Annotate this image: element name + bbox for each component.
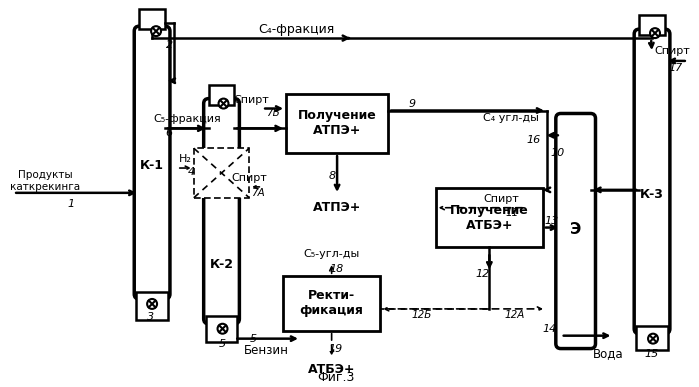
Text: С₄ угл-ды: С₄ угл-ды bbox=[483, 113, 539, 123]
Circle shape bbox=[151, 26, 161, 36]
FancyBboxPatch shape bbox=[203, 99, 239, 324]
Text: 15: 15 bbox=[645, 349, 659, 358]
Circle shape bbox=[147, 299, 157, 309]
Text: 12: 12 bbox=[475, 269, 489, 279]
Text: 5: 5 bbox=[219, 339, 226, 349]
Bar bbox=[636, 326, 668, 349]
Text: 14: 14 bbox=[542, 324, 557, 334]
Bar bbox=[639, 15, 665, 35]
Text: 10: 10 bbox=[551, 148, 565, 158]
Text: Спирт: Спирт bbox=[484, 194, 519, 204]
Text: 8: 8 bbox=[329, 171, 336, 181]
Text: 7А: 7А bbox=[252, 188, 265, 198]
Circle shape bbox=[217, 324, 227, 334]
Circle shape bbox=[648, 334, 658, 344]
Bar bbox=[206, 316, 238, 342]
Text: С₅-фракция: С₅-фракция bbox=[153, 115, 221, 125]
Circle shape bbox=[650, 28, 660, 38]
Text: К-2: К-2 bbox=[210, 258, 233, 271]
Text: 12Б: 12Б bbox=[412, 310, 432, 320]
Bar bbox=[435, 188, 543, 247]
Text: Ректи-
фикация: Ректи- фикация bbox=[300, 289, 363, 317]
Text: 12А: 12А bbox=[505, 310, 526, 320]
FancyBboxPatch shape bbox=[556, 113, 596, 349]
Text: 11: 11 bbox=[505, 208, 519, 217]
Text: 4: 4 bbox=[188, 167, 195, 177]
Text: К-1: К-1 bbox=[140, 159, 164, 171]
Text: 3: 3 bbox=[147, 312, 154, 322]
Text: H₂: H₂ bbox=[178, 154, 192, 164]
FancyBboxPatch shape bbox=[134, 26, 170, 299]
Bar bbox=[194, 148, 250, 198]
Text: Продукты
каткрекинга: Продукты каткрекинга bbox=[10, 170, 80, 192]
Text: Спирт: Спирт bbox=[654, 46, 690, 56]
Text: АТБЭ+: АТБЭ+ bbox=[308, 363, 355, 376]
Text: Получение
АТБЭ+: Получение АТБЭ+ bbox=[450, 204, 528, 232]
Text: Бензин: Бензин bbox=[244, 344, 289, 357]
Bar bbox=[139, 9, 165, 29]
Text: С₄-фракция: С₄-фракция bbox=[258, 23, 334, 36]
Text: Спирт: Спирт bbox=[233, 94, 269, 104]
Text: С₅-угл-ды: С₅-угл-ды bbox=[303, 249, 360, 259]
Text: К-3: К-3 bbox=[640, 188, 664, 201]
Text: 2: 2 bbox=[166, 40, 173, 50]
Text: 16: 16 bbox=[526, 135, 541, 145]
Text: 19: 19 bbox=[329, 344, 343, 354]
FancyBboxPatch shape bbox=[634, 29, 670, 334]
Text: АТПЭ+: АТПЭ+ bbox=[313, 201, 361, 214]
Text: Э: Э bbox=[570, 222, 582, 237]
Text: 6: 6 bbox=[166, 128, 173, 138]
Text: 1: 1 bbox=[67, 199, 74, 209]
Bar bbox=[136, 292, 168, 320]
Bar bbox=[208, 85, 234, 104]
Text: Получение
АТПЭ+: Получение АТПЭ+ bbox=[298, 110, 377, 137]
Text: 17: 17 bbox=[669, 63, 683, 73]
Text: 9: 9 bbox=[408, 99, 415, 109]
Text: Вода: Вода bbox=[593, 347, 624, 360]
Text: Спирт: Спирт bbox=[231, 173, 267, 183]
Bar bbox=[286, 94, 388, 153]
Text: 5: 5 bbox=[250, 334, 257, 344]
Text: Фиг.3: Фиг.3 bbox=[317, 371, 354, 384]
Text: 13: 13 bbox=[545, 216, 559, 226]
Circle shape bbox=[219, 99, 229, 108]
Bar bbox=[283, 276, 380, 331]
Text: 7Б: 7Б bbox=[266, 108, 280, 118]
Text: 18: 18 bbox=[329, 264, 344, 274]
